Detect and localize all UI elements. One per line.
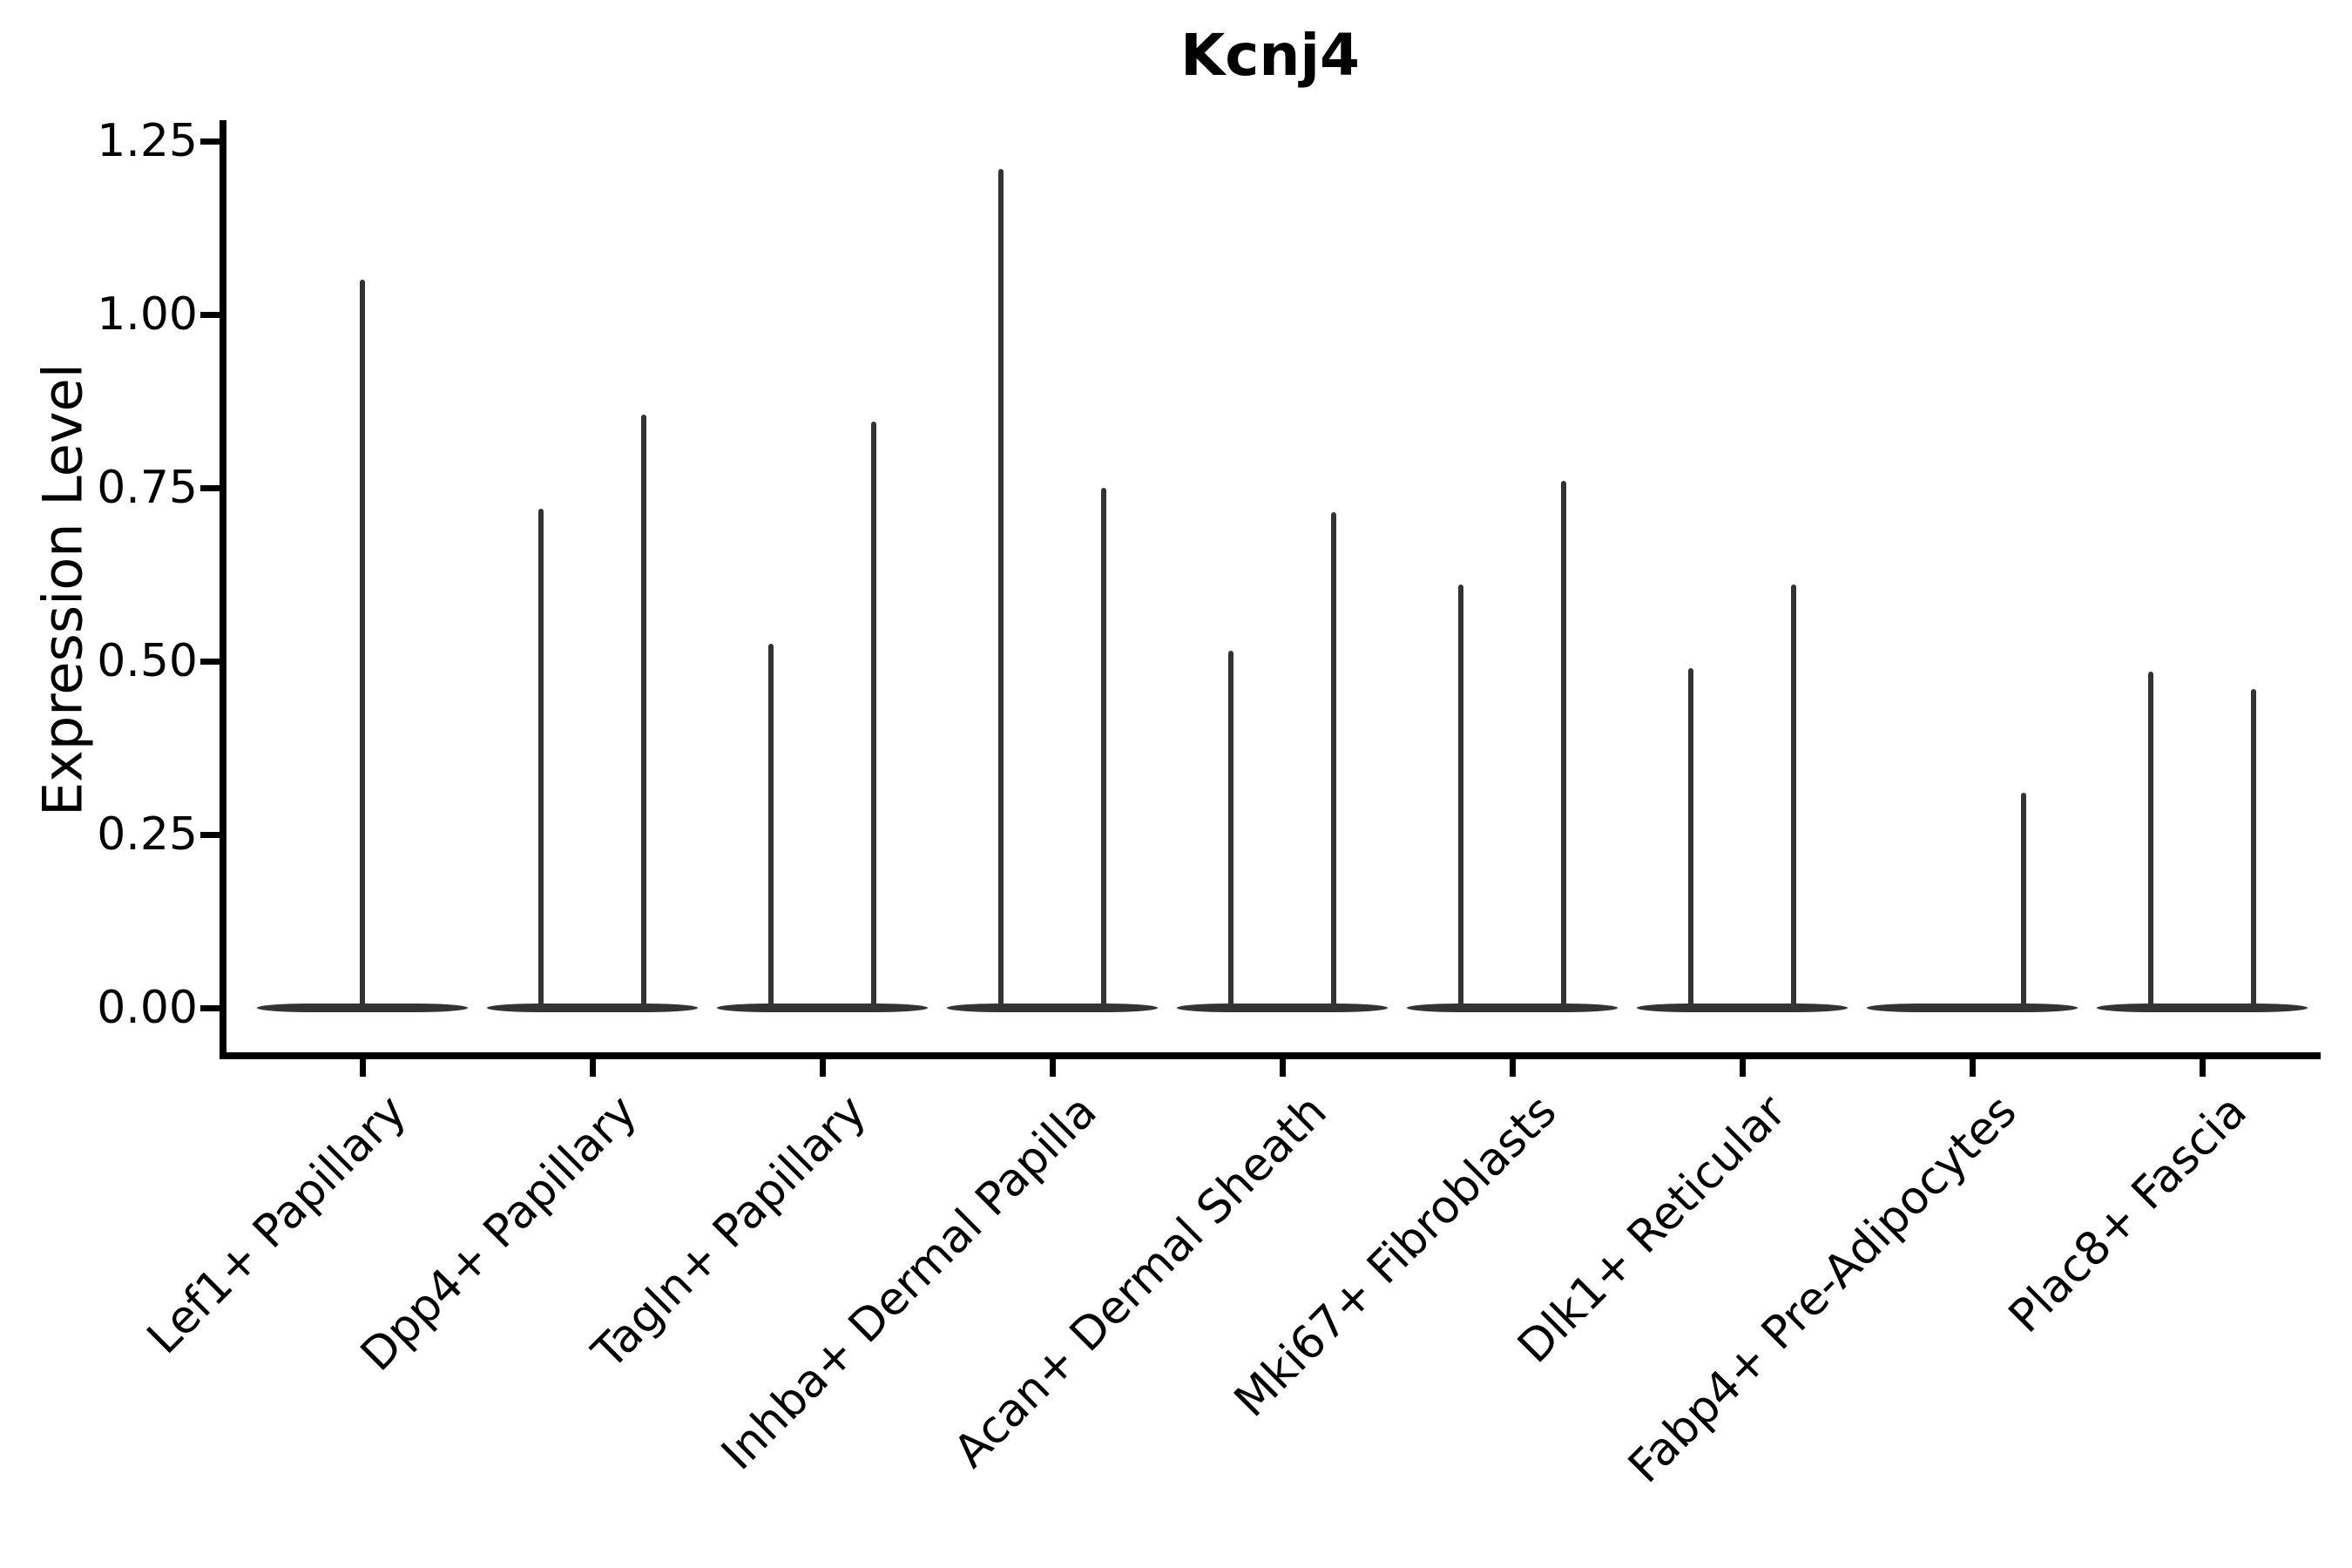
- violin-base: [717, 1004, 928, 1012]
- y-tick-label: 0.50: [97, 635, 198, 687]
- y-tick-mark: [200, 484, 220, 491]
- y-tick-label: 0.75: [97, 462, 198, 514]
- y-tick-mark: [200, 138, 220, 145]
- x-tick-mark: [2199, 1059, 2206, 1077]
- violin-base: [1867, 1004, 2078, 1012]
- y-axis-spine: [220, 120, 226, 1059]
- violin-needle: [998, 168, 1004, 1012]
- violin-base: [947, 1004, 1158, 1012]
- violin-needle: [2251, 688, 2256, 1012]
- violin-needle: [2148, 671, 2153, 1012]
- y-tick-mark: [200, 658, 220, 665]
- x-tick-label: Acan+ Dermal Sheath: [943, 1085, 1337, 1478]
- violin-needle: [1561, 481, 1566, 1012]
- x-tick-mark: [1739, 1059, 1746, 1077]
- violin-needle: [641, 415, 646, 1012]
- violin-needle: [768, 644, 774, 1012]
- violin-needle: [1101, 488, 1106, 1012]
- x-tick-mark: [1509, 1059, 1516, 1077]
- x-tick-mark: [589, 1059, 596, 1077]
- violin-needle: [1688, 667, 1693, 1012]
- violin-base: [1637, 1004, 1848, 1012]
- violin-base: [487, 1004, 698, 1012]
- violin-base: [1407, 1004, 1618, 1012]
- chart-title: Kcnj4: [1180, 22, 1360, 89]
- violin-needle: [2021, 793, 2026, 1012]
- x-tick-label: Fabp4+ Pre-Adipocytes: [1619, 1085, 2027, 1494]
- y-tick-label: 0.25: [97, 808, 198, 861]
- y-axis-label: Expression Level: [30, 363, 95, 816]
- x-tick-label: Plac8+ Fascia: [1998, 1085, 2257, 1343]
- y-tick-mark: [200, 831, 220, 838]
- x-axis-spine: [220, 1052, 2321, 1059]
- violin-base: [1177, 1004, 1388, 1012]
- violin-needle: [1228, 651, 1233, 1012]
- x-tick-mark: [1279, 1059, 1286, 1077]
- x-tick-label: Inhba+ Dermal Papilla: [711, 1085, 1107, 1481]
- x-tick-mark: [1969, 1059, 1976, 1077]
- x-tick-mark: [359, 1059, 366, 1077]
- x-tick-mark: [819, 1059, 826, 1077]
- y-tick-label: 1.00: [97, 288, 198, 341]
- violin-needle: [1791, 585, 1796, 1012]
- y-tick-mark: [200, 1004, 220, 1011]
- y-tick-label: 1.25: [97, 115, 198, 167]
- y-tick-label: 0.00: [97, 982, 198, 1034]
- violin-needle: [360, 280, 365, 1012]
- y-tick-mark: [200, 311, 220, 318]
- violin-needle: [871, 422, 876, 1012]
- violin-needle: [1331, 511, 1336, 1012]
- violin-needle: [1458, 585, 1463, 1012]
- x-tick-mark: [1049, 1059, 1056, 1077]
- violin-base: [2097, 1004, 2308, 1012]
- violin-needle: [538, 508, 544, 1012]
